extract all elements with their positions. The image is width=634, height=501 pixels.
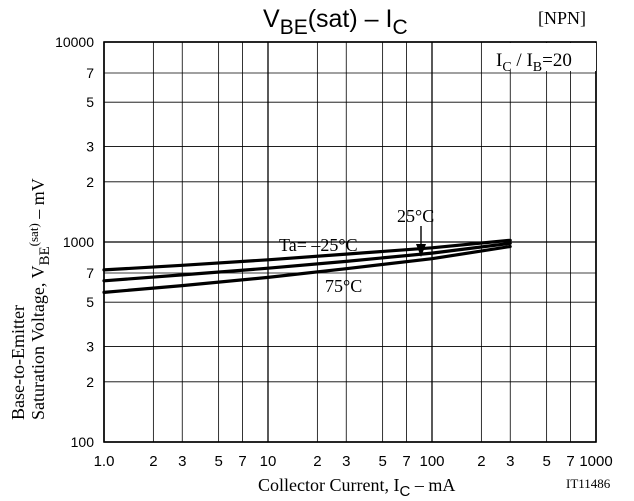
x-tick-label: 100 xyxy=(419,453,444,470)
y-tick-label: 5 xyxy=(86,294,94,310)
series-line-1 xyxy=(102,241,512,283)
x-tick-label: 7 xyxy=(402,453,410,470)
x-tick-label: 10 xyxy=(260,453,277,470)
series-label-minus25: Ta= –25°C xyxy=(279,235,358,255)
x-tick-label: 5 xyxy=(542,453,550,470)
y-tick-labels: 100 2 3 5 7 1000 2 3 5 7 10000 xyxy=(55,34,94,450)
y-tick-label: 2 xyxy=(86,174,94,190)
chart-title: VBE(sat) – IC xyxy=(263,5,408,39)
x-tick-label: 7 xyxy=(238,453,246,470)
condition-box xyxy=(491,43,596,71)
figure-id: IT11486 xyxy=(566,476,611,491)
x-tick-label: 5 xyxy=(214,453,222,470)
device-tag: [NPN] xyxy=(538,8,586,28)
y-tick-label: 7 xyxy=(86,265,94,281)
x-tick-labels: 1.0 2 3 5 7 10 2 3 5 7 100 2 3 5 7 1000 xyxy=(94,453,613,470)
x-tick-label: 2 xyxy=(149,453,157,470)
arrow-25 xyxy=(416,226,426,257)
y-tick-label: 1000 xyxy=(63,234,94,250)
plot-frame xyxy=(103,41,597,443)
y-tick-label: 2 xyxy=(86,374,94,390)
y-tick-label: 5 xyxy=(86,94,94,110)
y-tick-label: 100 xyxy=(71,434,95,450)
x-tick-label: 2 xyxy=(477,453,485,470)
series-label-75: 75°C xyxy=(325,276,362,296)
x-tick-label: 3 xyxy=(342,453,350,470)
y-tick-label: 3 xyxy=(86,339,94,355)
x-tick-label: 7 xyxy=(566,453,574,470)
x-tick-label: 5 xyxy=(378,453,386,470)
y-tick-label: 10000 xyxy=(55,34,94,50)
x-tick-label: 3 xyxy=(178,453,186,470)
y-axis-label-line1: Base-to-Emitter xyxy=(8,305,28,420)
x-tick-label: 1.0 xyxy=(94,453,115,470)
x-axis-label: Collector Current, IC – mA xyxy=(258,475,455,500)
curves xyxy=(102,238,512,294)
series-line-2 xyxy=(102,244,512,294)
y-axis-label-line2: Saturation Voltage, VBE(sat) – mV xyxy=(26,178,53,420)
y-tick-label: 7 xyxy=(86,65,94,81)
series-line-0 xyxy=(102,238,512,272)
x-tick-label: 2 xyxy=(313,453,321,470)
series-label-25: 25°C xyxy=(397,206,434,226)
y-tick-label: 3 xyxy=(86,139,94,155)
x-tick-label: 3 xyxy=(506,453,514,470)
condition-label: IC / IB=20 xyxy=(496,50,572,75)
x-tick-label: 1000 xyxy=(579,453,612,470)
